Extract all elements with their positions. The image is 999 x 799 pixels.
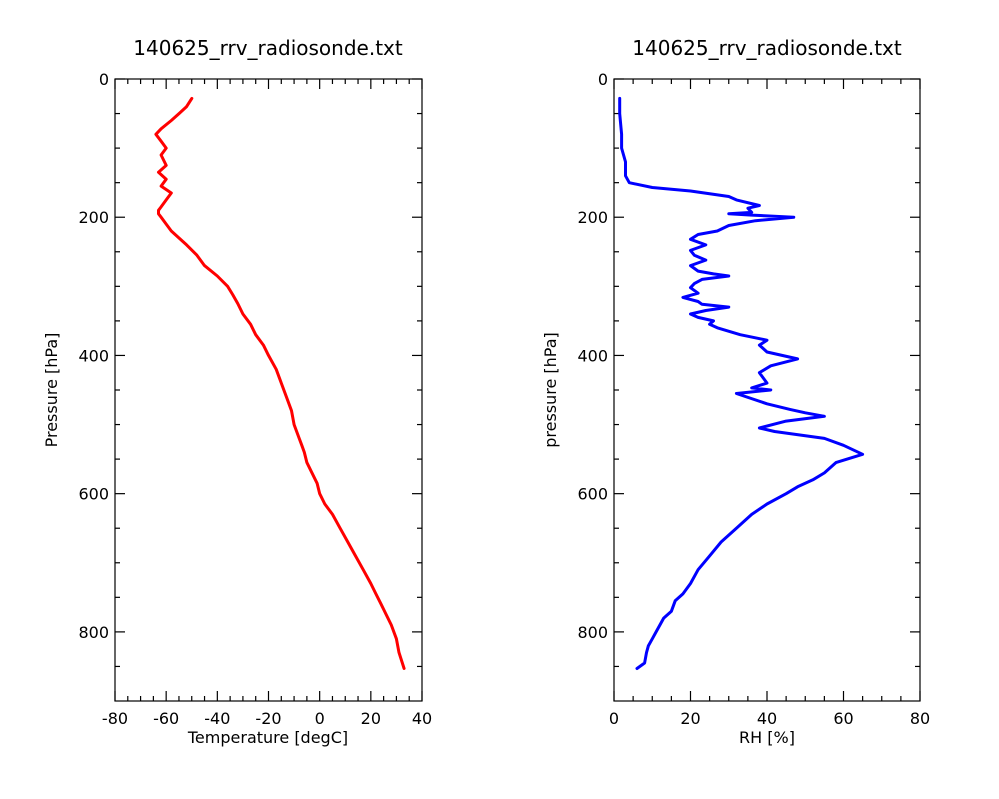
temperature-x-tick-label: 20 [361, 709, 381, 728]
temperature-y-tick-label: 400 [78, 346, 109, 365]
rh-x-tick-label: 0 [609, 709, 619, 728]
temperature-series-group [154, 96, 406, 670]
temperature-x-axis-label: Temperature [degC] [187, 728, 348, 747]
rh-chart-title: 140625_rrv_radiosonde.txt [632, 36, 902, 60]
rh-x-tick-label: 40 [757, 709, 777, 728]
rh-x-tick-label: 60 [833, 709, 853, 728]
temperature-x-tick-label: -40 [204, 709, 230, 728]
rh-y-axis-label: pressure [hPa] [541, 332, 560, 448]
temperature-x-tick-label: -20 [255, 709, 281, 728]
temperature-x-tick-label: 0 [315, 709, 325, 728]
rh-x-tick-label: 20 [680, 709, 700, 728]
temperature-y-tick-label: 0 [99, 70, 109, 89]
temperature-panel: 140625_rrv_radiosonde.txt -80 -60 -40 -20 0 2… [42, 36, 432, 747]
temperature-plot-frame [114, 78, 423, 702]
temperature-series-line [154, 96, 406, 670]
temperature-y-axis-label: Pressure [hPa] [42, 333, 61, 448]
temperature-y-tick-label: 800 [78, 623, 109, 642]
rh-y-tick-label: 800 [577, 623, 608, 642]
temperature-y-tick-label: 600 [78, 485, 109, 504]
temperature-chart-title: 140625_rrv_radiosonde.txt [133, 36, 403, 60]
rh-y-tick-label: 600 [577, 485, 608, 504]
temperature-x-tick-label: 40 [412, 709, 432, 728]
rh-x-axis-label: RH [%] [739, 728, 795, 747]
rh-panel: 140625_rrv_radiosonde.txt 0 20 40 60 8002004… [541, 36, 930, 747]
rh-x-tick-label: 80 [910, 709, 930, 728]
rh-series-group [618, 96, 865, 670]
temperature-y-tick-label: 200 [78, 208, 109, 227]
rh-series-line [618, 96, 865, 670]
rh-y-tick-label: 0 [598, 70, 608, 89]
rh-y-tick-label: 400 [577, 346, 608, 365]
rh-y-tick-label: 200 [577, 208, 608, 227]
temperature-x-tick-label: -80 [102, 709, 128, 728]
temperature-x-tick-label: -60 [153, 709, 179, 728]
